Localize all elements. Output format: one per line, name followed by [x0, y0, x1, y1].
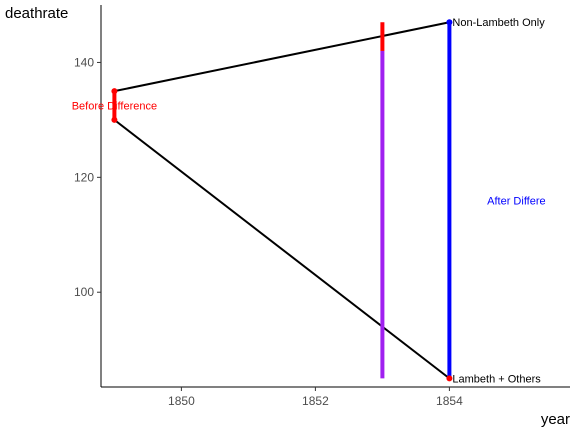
data-point-1 — [111, 116, 118, 123]
y-tick-label-0: 100 — [74, 285, 94, 299]
series-line-0 — [114, 21, 450, 93]
y-tick-label-2: 140 — [74, 55, 94, 69]
annotation-0: Non-Lambeth Only — [452, 17, 545, 29]
x-tick-label-0: 1850 — [168, 394, 195, 408]
x-tick-label-1: 1852 — [302, 394, 329, 408]
annotation-2: Before Difference — [72, 101, 157, 113]
data-point-0 — [111, 88, 118, 95]
data-point-3 — [446, 375, 453, 382]
x-tick-label-2: 1854 — [436, 394, 463, 408]
annotation-1: Lambeth + Others — [452, 373, 541, 385]
ticks: 1850 1852 1854 100 120 140 — [74, 55, 463, 408]
series-line-1 — [113, 119, 451, 380]
segments-layer — [112, 22, 452, 379]
series-layer — [113, 21, 451, 380]
x-axis-title: year — [541, 411, 570, 428]
annotation-3: After Differe — [487, 195, 546, 207]
y-tick-label-1: 120 — [74, 170, 94, 184]
y-axis-title: deathrate — [5, 5, 68, 22]
annotations-layer: Non-Lambeth Only Lambeth + Others Before D… — [72, 17, 546, 385]
axes — [100, 5, 570, 388]
data-point-2 — [446, 19, 453, 26]
points-layer — [111, 19, 453, 382]
